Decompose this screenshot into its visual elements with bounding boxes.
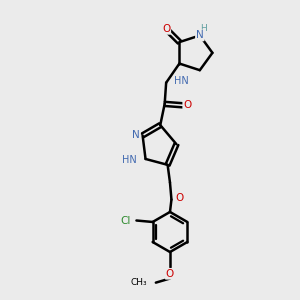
Text: HN: HN [174, 76, 189, 86]
Text: Cl: Cl [121, 215, 131, 226]
Text: N: N [132, 130, 140, 140]
Text: HN: HN [122, 155, 137, 165]
Text: N: N [196, 31, 204, 40]
Text: O: O [166, 269, 174, 279]
Text: O: O [176, 193, 184, 203]
Text: O: O [162, 24, 170, 34]
Text: H: H [200, 25, 207, 34]
Text: O: O [183, 100, 191, 110]
Text: CH₃: CH₃ [131, 278, 148, 287]
